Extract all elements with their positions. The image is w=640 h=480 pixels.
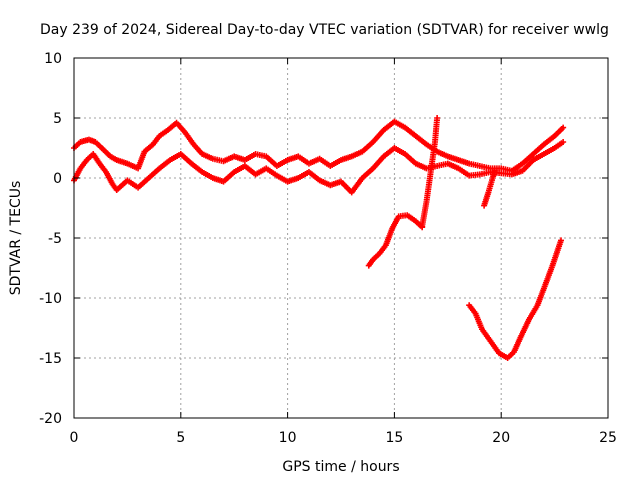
y-tick-label: 5 xyxy=(53,111,62,127)
x-tick-label: 5 xyxy=(176,430,185,446)
data-point xyxy=(560,124,567,131)
axis-ticks: 0 5 10 15 20 25 -20 -15 -10 -5 0 5 10 xyxy=(39,51,617,446)
chart-title: Day 239 of 2024, Sidereal Day-to-day VTE… xyxy=(40,22,609,38)
y-tick-label: -10 xyxy=(39,291,62,307)
y-tick-label: -5 xyxy=(48,231,62,247)
x-tick-label: 0 xyxy=(70,430,79,446)
series-5 xyxy=(466,237,565,361)
y-tick-label: -20 xyxy=(39,411,62,427)
series-4 xyxy=(481,167,498,209)
y-tick-label: -15 xyxy=(39,351,62,367)
series-2 xyxy=(365,212,426,269)
x-tick-label: 20 xyxy=(492,430,510,446)
data-points xyxy=(71,115,567,361)
x-tick-label: 15 xyxy=(385,430,403,446)
data-point xyxy=(558,237,565,244)
y-tick-label: 0 xyxy=(53,171,62,187)
x-tick-label: 10 xyxy=(279,430,297,446)
data-point xyxy=(491,167,498,174)
y-tick-label: 10 xyxy=(44,51,62,67)
data-point xyxy=(434,115,441,121)
series-3 xyxy=(419,115,441,229)
data-point xyxy=(560,139,567,145)
y-axis-label: SDTVAR / TECUs xyxy=(8,181,24,296)
series-0 xyxy=(71,118,567,174)
x-tick-label: 25 xyxy=(599,430,617,446)
grid-lines xyxy=(74,58,608,418)
x-axis-label: GPS time / hours xyxy=(282,459,399,475)
